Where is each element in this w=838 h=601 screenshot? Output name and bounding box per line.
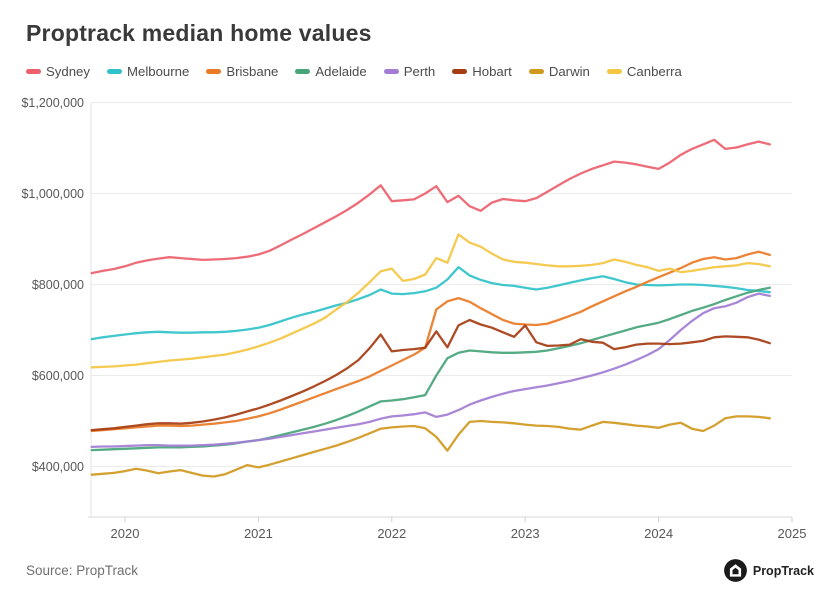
legend-item-darwin[interactable]: Darwin — [528, 64, 590, 79]
legend-label: Canberra — [626, 64, 682, 79]
legend-item-brisbane[interactable]: Brisbane — [206, 64, 278, 79]
x-tick-label: 2022 — [377, 526, 406, 541]
series-line-hobart — [90, 318, 771, 432]
proptrack-logo-icon — [723, 559, 747, 582]
x-tick-label: 2024 — [644, 526, 673, 541]
legend-label: Melbourne — [127, 64, 190, 79]
proptrack-logo-text: PropTrack — [752, 563, 814, 578]
y-tick-label: $600,000 — [32, 369, 84, 383]
legend-item-hobart[interactable]: Hobart — [452, 64, 512, 79]
x-tick-label: 2020 — [111, 526, 140, 541]
legend-label: Darwin — [548, 64, 590, 79]
y-tick-label: $400,000 — [32, 460, 84, 474]
y-tick-label: $1,200,000 — [21, 96, 84, 110]
series-line-brisbane — [90, 250, 771, 433]
chart-legend: Sydney Melbourne Brisbane Adelaide Perth Hoba… — [26, 64, 682, 79]
series-line-adelaide — [90, 286, 771, 452]
legend-label: Sydney — [46, 64, 90, 79]
x-axis-labels: 2020 2021 2022 2023 2024 2025 — [111, 526, 807, 541]
series-lines — [90, 138, 771, 478]
series-line-sydney — [90, 138, 771, 275]
source-note: Source: PropTrack — [26, 563, 139, 578]
legend-item-adelaide[interactable]: Adelaide — [295, 64, 367, 79]
series-line-canberra — [90, 233, 771, 369]
legend-item-perth[interactable]: Perth — [383, 64, 436, 79]
legend-item-melbourne[interactable]: Melbourne — [107, 64, 189, 79]
proptrack-logo: PropTrack — [723, 558, 814, 583]
axes — [88, 102, 793, 522]
legend-marker-perth — [383, 69, 399, 74]
legend-marker-hobart — [452, 69, 468, 74]
legend-label: Brisbane — [226, 64, 279, 79]
legend-marker-melbourne — [107, 69, 122, 74]
x-tick-label: 2025 — [778, 526, 807, 541]
chart-title: Proptrack median home values — [26, 20, 372, 46]
legend-label: Hobart — [472, 64, 512, 79]
legend-marker-canberra — [606, 69, 622, 74]
legend-marker-sydney — [26, 69, 41, 74]
x-tick-label: 2023 — [511, 526, 540, 541]
legend-item-canberra[interactable]: Canberra — [606, 64, 682, 79]
series-line-melbourne — [90, 266, 771, 341]
y-tick-label: $1,000,000 — [21, 187, 84, 201]
series-line-darwin — [90, 415, 771, 478]
legend-label: Adelaide — [315, 64, 367, 79]
y-tick-label: $800,000 — [32, 278, 84, 292]
legend-marker-darwin — [528, 69, 544, 74]
legend-label: Perth — [403, 64, 436, 79]
legend-item-sydney[interactable]: Sydney — [26, 64, 90, 79]
y-axis-labels: $1,200,000 $1,000,000 $800,000 $600,000 $400… — [21, 96, 84, 474]
legend-marker-brisbane — [206, 69, 222, 74]
legend-marker-adelaide — [295, 69, 311, 74]
series-line-perth — [90, 292, 771, 449]
x-tick-label: 2021 — [244, 526, 273, 541]
